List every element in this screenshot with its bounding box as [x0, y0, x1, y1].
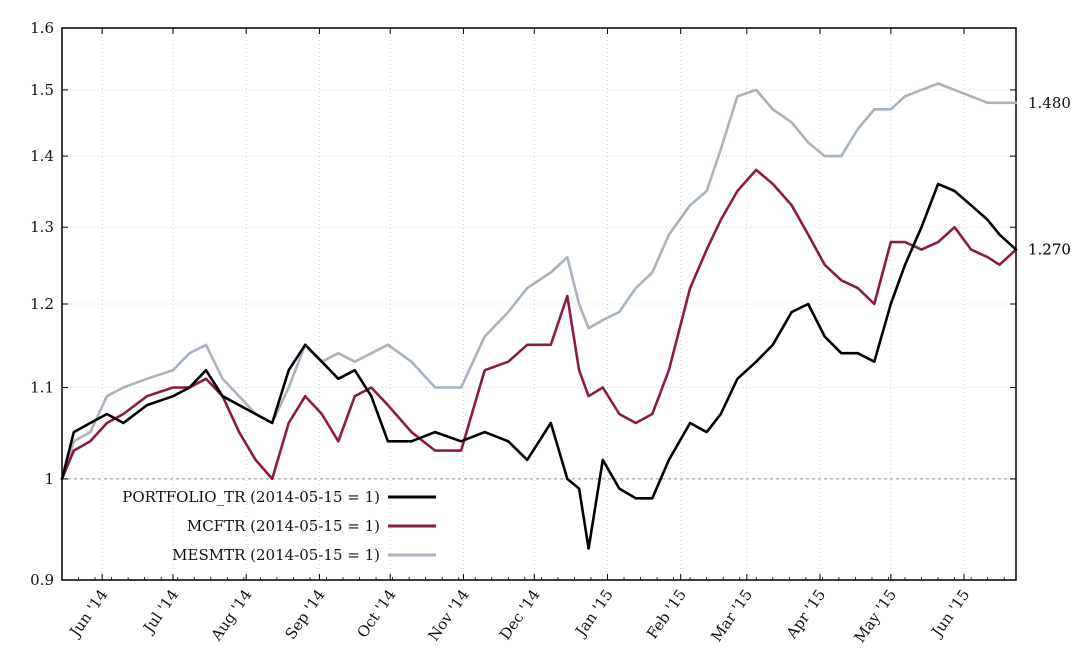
x-tick-label: Oct '14: [353, 586, 399, 641]
x-tick-label: Jun '15: [927, 586, 973, 642]
x-tick-label: Aug '14: [207, 586, 256, 645]
series-lines: [60, 82, 1018, 550]
legend-label: PORTFOLIO_TR (2014-05-15 = 1): [122, 488, 380, 506]
y-tick-label: 1.5: [30, 81, 54, 99]
end-value-label: 1.270: [1028, 241, 1071, 259]
y-tick-label: 1.2: [30, 295, 54, 313]
end-value-label: 1.270: [1028, 241, 1071, 259]
x-tick-label: Mar '15: [707, 586, 756, 645]
series-line: [60, 182, 1018, 550]
y-tick-label: 1.6: [30, 19, 54, 37]
series-line: [60, 82, 1018, 481]
end-value-label: 1.480: [1028, 94, 1071, 112]
y-tick-label: 1: [44, 470, 54, 488]
x-tick-label: Feb '15: [643, 586, 690, 642]
legend: PORTFOLIO_TR (2014-05-15 = 1) MCFTR (2014…: [122, 488, 436, 564]
x-tick-label: Nov '14: [424, 586, 472, 644]
x-tick-label: Sep '14: [281, 586, 328, 643]
x-tick-label: Dec '14: [496, 586, 544, 643]
y-tick-label: 1.1: [30, 378, 54, 396]
x-tick-label: Jun '14: [65, 586, 111, 642]
y-tick-label: 0.9: [30, 571, 54, 589]
x-tick-label: Apr '15: [782, 586, 829, 643]
y-tick-label: 1.3: [30, 218, 54, 236]
series-line: [60, 168, 1018, 481]
x-tick-label: May '15: [851, 586, 901, 646]
x-tick-label: Jul '14: [139, 586, 183, 638]
x-tick-label: Jan '15: [571, 586, 617, 641]
plot-frame: [61, 27, 1017, 581]
legend-label: MESMTR (2014-05-15 = 1): [172, 546, 380, 564]
y-tick-label: 1.4: [30, 147, 54, 165]
legend-label: MCFTR (2014-05-15 = 1): [187, 517, 380, 535]
